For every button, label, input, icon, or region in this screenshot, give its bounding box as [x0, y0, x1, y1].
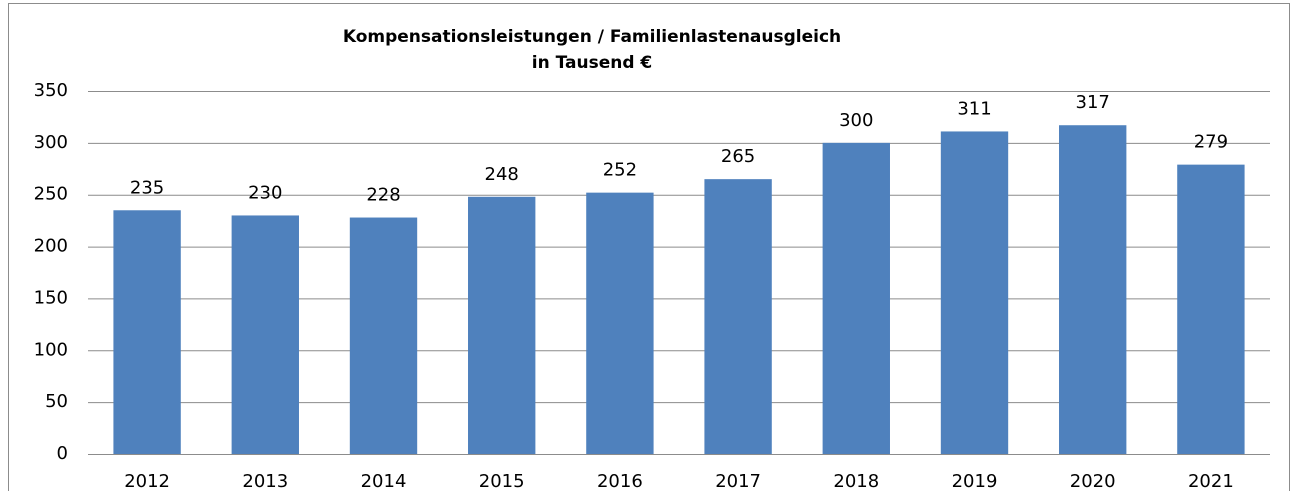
- y-tick-label: 200: [34, 236, 68, 257]
- bar: [822, 142, 890, 454]
- y-tick-label: 150: [34, 287, 68, 308]
- x-tick-label: 2017: [715, 471, 761, 491]
- chart-subtitle: in Tausend €: [532, 53, 653, 73]
- x-tick-label: 2016: [597, 471, 643, 491]
- bar: [940, 131, 1009, 454]
- y-tick-label: 0: [57, 443, 68, 464]
- y-tick-label: 100: [34, 339, 68, 360]
- data-label: 230: [248, 182, 282, 203]
- bar: [468, 196, 536, 454]
- x-tick-label: 2015: [479, 471, 525, 491]
- bar: [1059, 125, 1127, 455]
- data-label: 317: [1076, 92, 1110, 113]
- bar: [113, 210, 181, 454]
- data-label: 265: [721, 146, 755, 167]
- x-tick-label: 2013: [242, 471, 288, 491]
- x-tick-label: 2014: [361, 471, 407, 491]
- bar: [349, 217, 418, 454]
- chart-title: Kompensationsleistungen / Familienlasten…: [343, 27, 841, 47]
- x-tick-label: 2021: [1188, 471, 1234, 491]
- bar: [586, 192, 654, 454]
- data-label: 248: [485, 164, 519, 185]
- bar: [1177, 164, 1245, 454]
- data-label: 235: [130, 177, 164, 198]
- data-label: 311: [957, 98, 991, 119]
- bar: [704, 179, 772, 454]
- chart-frame: [8, 3, 1290, 491]
- y-tick-label: 50: [45, 391, 68, 412]
- data-label: 228: [366, 185, 400, 206]
- data-label: 300: [839, 110, 873, 131]
- y-tick-label: 250: [34, 184, 68, 205]
- y-tick-label: 350: [34, 80, 68, 101]
- x-tick-label: 2019: [952, 471, 998, 491]
- y-tick-label: 300: [34, 132, 68, 153]
- x-tick-label: 2012: [124, 471, 170, 491]
- bar: [231, 215, 299, 454]
- x-tick-label: 2018: [833, 471, 879, 491]
- data-label: 252: [603, 160, 637, 181]
- data-label: 279: [1194, 132, 1228, 153]
- x-tick-label: 2020: [1070, 471, 1116, 491]
